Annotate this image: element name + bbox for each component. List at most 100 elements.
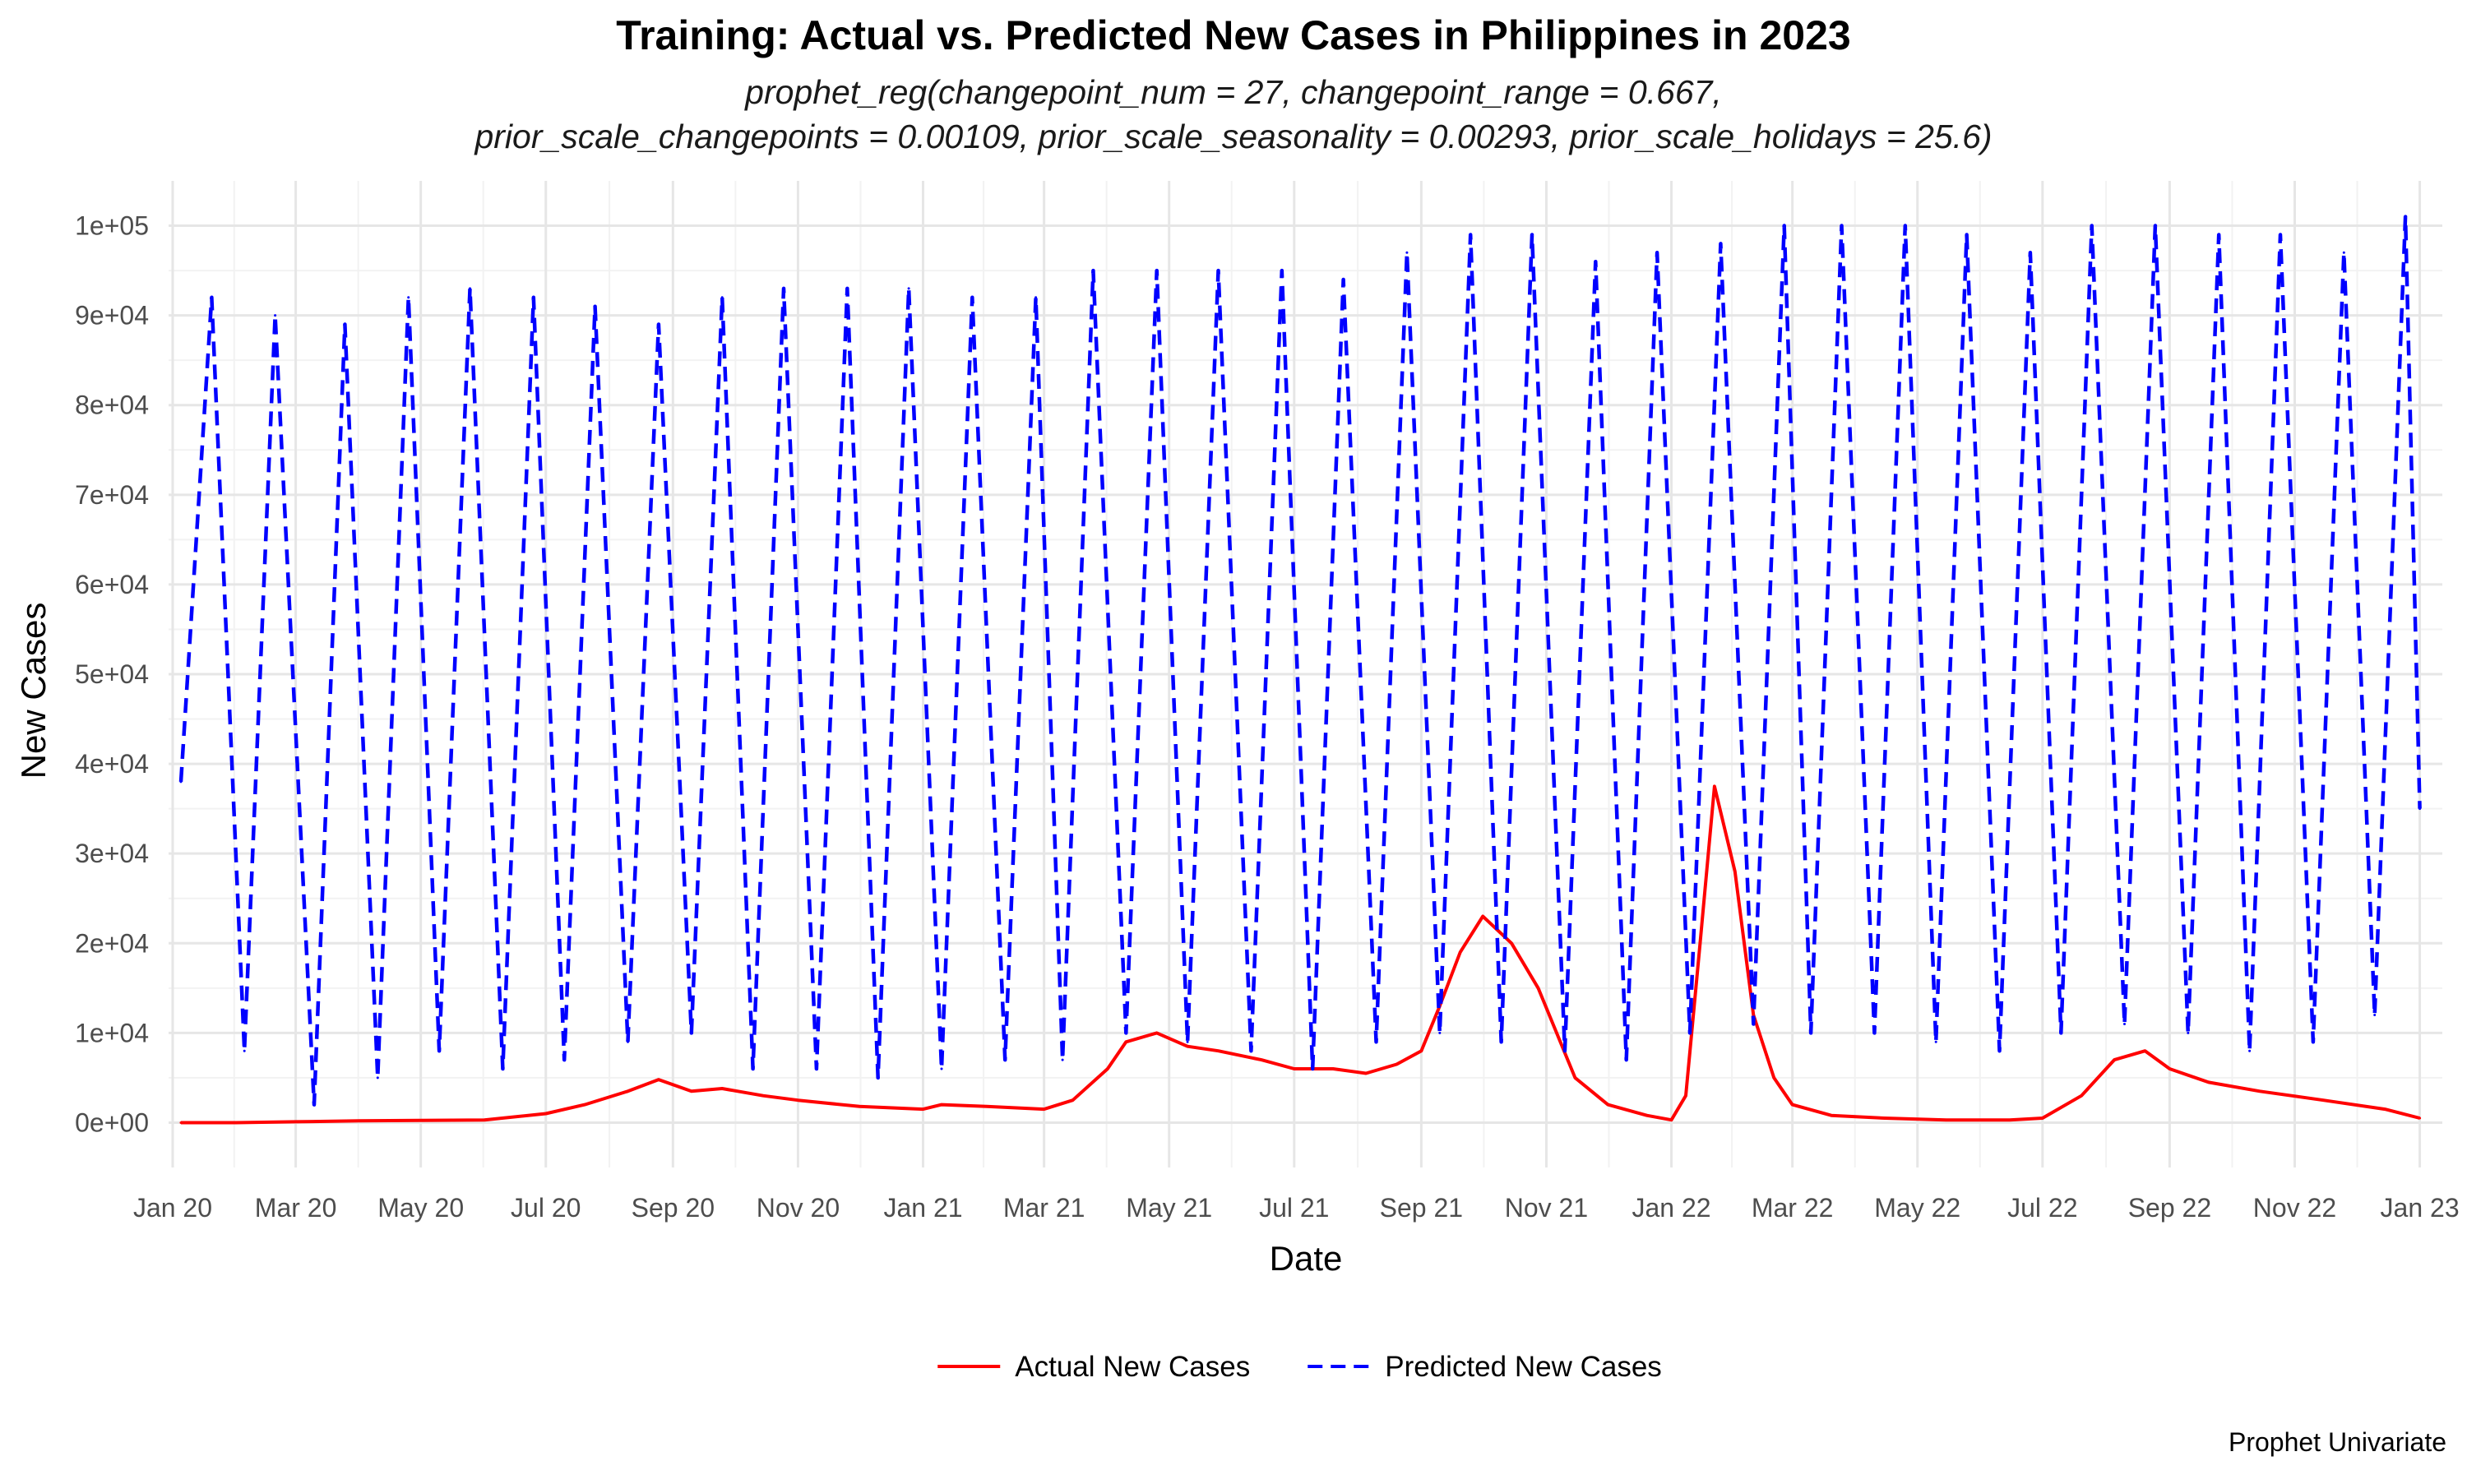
x-tick-label: May 21 bbox=[1126, 1193, 1212, 1223]
point-predicted-new-cases bbox=[690, 1031, 693, 1034]
point-actual-new-cases bbox=[761, 1094, 765, 1098]
x-tick-label: Jan 23 bbox=[2381, 1193, 2460, 1223]
point-predicted-new-cases bbox=[1719, 242, 1722, 245]
chart-title: Training: Actual vs. Predicted New Cases… bbox=[616, 12, 1850, 58]
chart-caption: Prophet Univariate bbox=[2229, 1427, 2446, 1457]
point-predicted-new-cases bbox=[1688, 1031, 1692, 1034]
point-predicted-new-cases bbox=[1625, 1058, 1628, 1061]
point-predicted-new-cases bbox=[1655, 251, 1659, 254]
point-predicted-new-cases bbox=[1872, 1031, 1876, 1034]
point-actual-new-cases bbox=[690, 1089, 693, 1093]
point-predicted-new-cases bbox=[1752, 1023, 1755, 1025]
x-axis-title: Date bbox=[1270, 1239, 1343, 1278]
point-predicted-new-cases bbox=[2123, 1023, 2126, 1025]
point-predicted-new-cases bbox=[437, 1049, 441, 1052]
point-actual-new-cases bbox=[2168, 1067, 2171, 1070]
point-predicted-new-cases bbox=[815, 1067, 818, 1070]
point-actual-new-cases bbox=[1733, 870, 1737, 873]
point-predicted-new-cases bbox=[1904, 224, 1907, 227]
point-actual-new-cases bbox=[1186, 1045, 1189, 1048]
point-predicted-new-cases bbox=[1217, 269, 1220, 272]
y-tick-label: 0e+00 bbox=[75, 1107, 149, 1137]
point-predicted-new-cases bbox=[2342, 251, 2345, 254]
point-actual-new-cases bbox=[1155, 1031, 1159, 1034]
point-predicted-new-cases bbox=[407, 296, 410, 299]
point-predicted-new-cases bbox=[2187, 1031, 2190, 1034]
point-predicted-new-cases bbox=[1375, 1040, 1377, 1043]
point-actual-new-cases bbox=[179, 1121, 183, 1124]
point-actual-new-cases bbox=[1752, 1014, 1755, 1016]
point-predicted-new-cases bbox=[469, 287, 471, 290]
y-tick-label: 7e+04 bbox=[75, 480, 149, 510]
point-actual-new-cases bbox=[1043, 1107, 1046, 1111]
x-tick-label: Sep 21 bbox=[1380, 1193, 1463, 1223]
point-predicted-new-cases bbox=[343, 323, 346, 326]
point-actual-new-cases bbox=[1481, 915, 1484, 918]
x-tick-label: Jan 22 bbox=[1632, 1193, 1711, 1223]
x-tick-label: Jul 20 bbox=[511, 1193, 581, 1223]
point-actual-new-cases bbox=[1945, 1118, 1948, 1121]
point-actual-new-cases bbox=[657, 1078, 660, 1081]
x-tick-label: Nov 20 bbox=[757, 1193, 840, 1223]
point-predicted-new-cases bbox=[907, 287, 910, 290]
series-line-actual-new-cases bbox=[181, 784, 2421, 1125]
point-actual-new-cases bbox=[583, 1103, 586, 1107]
chart-subtitle-line-1: prophet_reg(changepoint_num = 27, change… bbox=[743, 73, 1722, 111]
point-actual-new-cases bbox=[1124, 1040, 1127, 1043]
point-actual-new-cases bbox=[1830, 1114, 1833, 1117]
x-tick-label: Jul 21 bbox=[1259, 1193, 1329, 1223]
point-predicted-new-cases bbox=[376, 1076, 379, 1079]
point-actual-new-cases bbox=[419, 1119, 423, 1122]
y-tick-label: 4e+04 bbox=[75, 749, 149, 779]
point-predicted-new-cases bbox=[1061, 1058, 1064, 1061]
y-tick-label: 3e+04 bbox=[75, 839, 149, 868]
point-actual-new-cases bbox=[2008, 1118, 2011, 1121]
point-predicted-new-cases bbox=[1342, 278, 1345, 281]
point-predicted-new-cases bbox=[501, 1067, 504, 1070]
y-tick-label: 9e+04 bbox=[75, 301, 149, 331]
point-predicted-new-cases bbox=[1034, 296, 1038, 299]
x-tick-label: May 20 bbox=[377, 1193, 464, 1223]
point-actual-new-cases bbox=[627, 1089, 629, 1093]
point-actual-new-cases bbox=[1260, 1058, 1263, 1061]
point-actual-new-cases bbox=[1364, 1072, 1368, 1075]
x-tick-label: Mar 22 bbox=[1752, 1193, 1834, 1223]
point-predicted-new-cases bbox=[243, 1049, 246, 1052]
point-actual-new-cases bbox=[1670, 1118, 1673, 1121]
point-actual-new-cases bbox=[294, 1120, 298, 1123]
point-actual-new-cases bbox=[2144, 1049, 2146, 1052]
point-actual-new-cases bbox=[720, 1087, 724, 1090]
x-tick-labels: Jan 20 Mar 20 May 20 Jul 20 Sep 20 Nov 20 Jan … bbox=[133, 1193, 2460, 1223]
point-predicted-new-cases bbox=[2312, 1040, 2315, 1043]
point-predicted-new-cases bbox=[2373, 1014, 2377, 1016]
series-line-predicted-new-cases bbox=[178, 215, 2422, 1107]
point-predicted-new-cases bbox=[312, 1103, 316, 1107]
y-tick-labels: 0e+00 1e+04 2e+04 3e+04 4e+04 5e+04 6e+04 7e+04… bbox=[75, 211, 149, 1138]
point-predicted-new-cases bbox=[1311, 1067, 1314, 1070]
point-predicted-new-cases bbox=[1530, 233, 1534, 236]
point-actual-new-cases bbox=[2321, 1098, 2325, 1102]
series-layer bbox=[178, 215, 2422, 1125]
point-predicted-new-cases bbox=[1469, 233, 1472, 236]
point-actual-new-cases bbox=[796, 1098, 799, 1102]
point-predicted-new-cases bbox=[274, 314, 277, 317]
y-tick-label: 5e+04 bbox=[75, 659, 149, 689]
legend-label-predicted-new-cases: Predicted New Cases bbox=[1385, 1351, 1662, 1383]
point-actual-new-cases bbox=[985, 1105, 988, 1108]
x-tick-label: May 22 bbox=[1874, 1193, 1960, 1223]
point-predicted-new-cases bbox=[657, 323, 660, 326]
point-predicted-new-cases bbox=[1998, 1049, 2001, 1052]
point-actual-new-cases bbox=[1395, 1063, 1398, 1066]
x-tick-label: Sep 22 bbox=[2128, 1193, 2211, 1223]
legend-label-actual-new-cases: Actual New Cases bbox=[1015, 1351, 1250, 1383]
point-predicted-new-cases bbox=[1934, 1040, 1937, 1043]
point-actual-new-cases bbox=[1106, 1067, 1109, 1070]
point-predicted-new-cases bbox=[2248, 1049, 2252, 1052]
point-predicted-new-cases bbox=[2059, 1031, 2062, 1034]
point-actual-new-cases bbox=[1217, 1049, 1220, 1052]
point-actual-new-cases bbox=[1883, 1116, 1886, 1120]
point-actual-new-cases bbox=[940, 1103, 943, 1107]
point-actual-new-cases bbox=[544, 1112, 548, 1115]
point-predicted-new-cases bbox=[845, 287, 849, 290]
